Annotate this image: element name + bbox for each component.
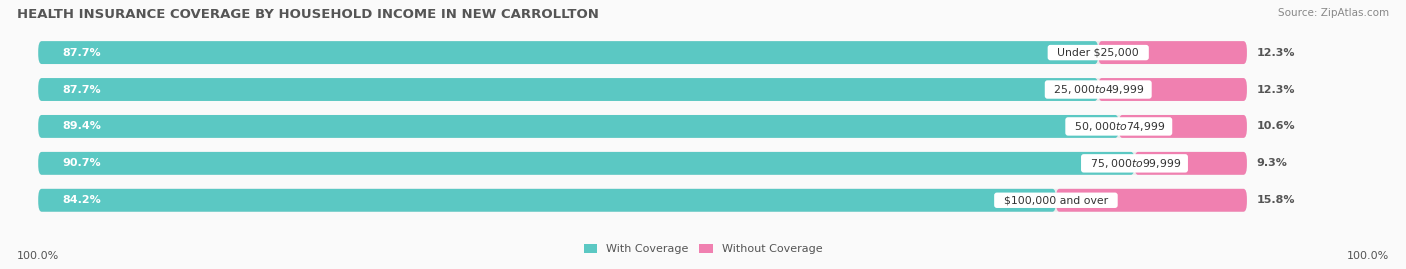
FancyBboxPatch shape [1098, 78, 1247, 101]
Text: 15.8%: 15.8% [1257, 195, 1295, 205]
FancyBboxPatch shape [1119, 115, 1247, 138]
Text: 90.7%: 90.7% [62, 158, 101, 168]
Text: 10.6%: 10.6% [1257, 121, 1295, 132]
FancyBboxPatch shape [38, 189, 1056, 212]
Text: HEALTH INSURANCE COVERAGE BY HOUSEHOLD INCOME IN NEW CARROLLTON: HEALTH INSURANCE COVERAGE BY HOUSEHOLD I… [17, 8, 599, 21]
Text: Under $25,000: Under $25,000 [1050, 48, 1146, 58]
Text: 12.3%: 12.3% [1257, 48, 1295, 58]
Text: $75,000 to $99,999: $75,000 to $99,999 [1084, 157, 1185, 170]
FancyBboxPatch shape [38, 115, 1247, 138]
Text: 12.3%: 12.3% [1257, 84, 1295, 94]
Text: $100,000 and over: $100,000 and over [997, 195, 1115, 205]
FancyBboxPatch shape [38, 189, 1247, 212]
Text: $25,000 to $49,999: $25,000 to $49,999 [1047, 83, 1149, 96]
FancyBboxPatch shape [38, 152, 1247, 175]
Text: 100.0%: 100.0% [1347, 251, 1389, 261]
FancyBboxPatch shape [38, 115, 1119, 138]
FancyBboxPatch shape [38, 152, 1135, 175]
Text: 87.7%: 87.7% [62, 48, 101, 58]
Text: 100.0%: 100.0% [17, 251, 59, 261]
FancyBboxPatch shape [38, 78, 1098, 101]
FancyBboxPatch shape [38, 41, 1098, 64]
Text: 9.3%: 9.3% [1257, 158, 1288, 168]
Text: 87.7%: 87.7% [62, 84, 101, 94]
Text: Source: ZipAtlas.com: Source: ZipAtlas.com [1278, 8, 1389, 18]
FancyBboxPatch shape [38, 41, 1247, 64]
Text: 84.2%: 84.2% [62, 195, 101, 205]
Legend: With Coverage, Without Coverage: With Coverage, Without Coverage [582, 242, 824, 256]
Text: 89.4%: 89.4% [62, 121, 101, 132]
FancyBboxPatch shape [1098, 41, 1247, 64]
FancyBboxPatch shape [38, 78, 1247, 101]
FancyBboxPatch shape [1135, 152, 1247, 175]
Text: $50,000 to $74,999: $50,000 to $74,999 [1069, 120, 1170, 133]
FancyBboxPatch shape [1056, 189, 1247, 212]
